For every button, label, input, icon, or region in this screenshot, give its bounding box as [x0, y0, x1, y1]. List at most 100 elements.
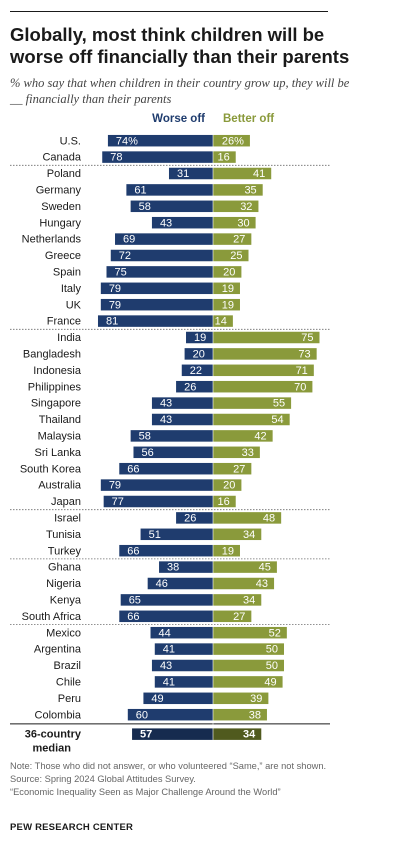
value-label-worse-off: 26: [184, 512, 196, 524]
country-label: Ghana: [48, 562, 82, 574]
value-label-better-off: 41: [253, 168, 265, 180]
value-label-worse-off: 20: [193, 348, 205, 360]
bar-worse-off: [130, 430, 213, 442]
country-label: Canada: [42, 152, 81, 164]
bar-worse-off: [154, 643, 213, 655]
bar-worse-off: [181, 364, 213, 377]
value-label-worse-off: 72: [119, 250, 131, 262]
bar-better-off: [213, 544, 240, 557]
bar-worse-off: [103, 495, 213, 508]
value-label-better-off: 34: [243, 529, 255, 541]
country-label: Greece: [45, 250, 81, 262]
value-label-better-off: 50: [266, 644, 278, 656]
country-label: Indonesia: [33, 365, 82, 377]
bar-better-off: [213, 249, 249, 262]
bar-better-off: [213, 134, 250, 147]
value-label-better-off: 35: [244, 184, 256, 196]
chart-note: Note: Those who did not answer, or who v…: [10, 761, 327, 771]
bar-worse-off: [115, 233, 213, 245]
value-label-worse-off: 74%: [116, 135, 138, 147]
country-label: Nigeria: [46, 578, 82, 590]
bar-better-off: [213, 561, 277, 573]
bar-worse-off: [100, 479, 213, 491]
country-label: Poland: [47, 168, 81, 180]
value-label-better-off: 48: [263, 512, 275, 524]
value-label-worse-off: 79: [109, 283, 121, 295]
value-label-better-off: 32: [240, 201, 252, 213]
bar-better-off: [213, 200, 259, 213]
value-label-worse-off: 26: [184, 381, 196, 393]
country-label: Spain: [53, 266, 81, 278]
chart-footer: Note: Those who did not answer, or who v…: [10, 760, 340, 799]
value-label-better-off: 43: [256, 578, 268, 590]
bar-worse-off: [107, 134, 213, 147]
bar-worse-off: [159, 561, 213, 573]
bar-better-off: [213, 413, 290, 426]
bar-worse-off: [140, 528, 213, 541]
bar-better-off-median: [213, 728, 262, 740]
value-label-worse-off: 78: [110, 152, 122, 164]
bar-worse-off: [100, 282, 213, 295]
legend-worse-off: Worse off: [152, 113, 205, 125]
bar-worse-off: [184, 348, 213, 360]
bar-worse-off: [119, 462, 213, 475]
value-label-better-off: 33: [242, 447, 254, 459]
bar-better-off: [213, 282, 240, 295]
country-label: Israel: [54, 512, 81, 524]
bar-better-off: [213, 430, 273, 442]
country-label: Brazil: [53, 660, 81, 672]
value-label-worse-off: 56: [141, 447, 153, 459]
value-label-worse-off: 65: [129, 594, 141, 606]
country-label: Germany: [36, 184, 82, 196]
bar-better-off: [213, 184, 263, 196]
bar-better-off: [213, 676, 283, 688]
bar-worse-off: [97, 315, 213, 327]
value-label-worse-off: 49: [151, 693, 163, 705]
country-label: Malaysia: [38, 430, 82, 442]
country-label: Mexico: [46, 627, 81, 639]
value-label-better-off: 73: [298, 348, 310, 360]
value-label-better-off: 71: [296, 365, 308, 377]
bar-worse-off: [143, 692, 213, 705]
value-label-worse-off: 81: [106, 316, 118, 328]
value-label-better-off: 52: [269, 627, 281, 639]
bar-worse-off: [100, 298, 213, 311]
bar-better-off: [213, 495, 236, 508]
bar-worse-off: [151, 216, 213, 229]
value-label-worse-off: 79: [109, 299, 121, 311]
bar-worse-off: [154, 676, 213, 688]
bar-worse-off: [119, 610, 213, 623]
value-label-worse-off: 60: [136, 709, 148, 721]
value-label-better-off: 19: [222, 545, 234, 557]
median-label: 36-country: [25, 729, 82, 741]
bar-better-off: [213, 692, 269, 705]
value-label-worse-off: 41: [163, 644, 175, 656]
bar-better-off: [213, 659, 284, 672]
value-label-better-off: 54: [271, 414, 283, 426]
value-label-worse-off: 46: [156, 578, 168, 590]
value-label-worse-off: 77: [112, 496, 124, 508]
bar-better-off: [213, 298, 240, 311]
value-label-better-off: 34: [243, 594, 255, 606]
legend-better-off: Better off: [223, 113, 274, 125]
bar-better-off: [213, 610, 252, 623]
chart-title: Globally, most think children will be wo…: [10, 24, 350, 67]
bar-worse-off: [110, 249, 213, 262]
bar-worse-off: [119, 544, 213, 557]
bar-worse-off-median: [132, 728, 213, 740]
country-label: Thailand: [39, 414, 81, 426]
bar-worse-off: [151, 659, 213, 672]
bar-better-off: [213, 167, 272, 180]
bar-worse-off: [133, 446, 213, 459]
value-label-better-off: 20: [223, 266, 235, 278]
report-title: “Economic Inequality Seen as Major Chall…: [10, 787, 281, 797]
value-label-better-off: 27: [233, 463, 245, 475]
country-label: Chile: [56, 676, 81, 688]
median-label-line2: median: [32, 743, 71, 753]
value-label-worse-off: 43: [160, 414, 172, 426]
country-label: South Africa: [22, 611, 82, 623]
bar-better-off: [213, 462, 252, 475]
value-label-worse-off: 69: [123, 234, 135, 246]
value-label-worse-off: 61: [134, 184, 146, 196]
bar-better-off: [213, 315, 233, 327]
